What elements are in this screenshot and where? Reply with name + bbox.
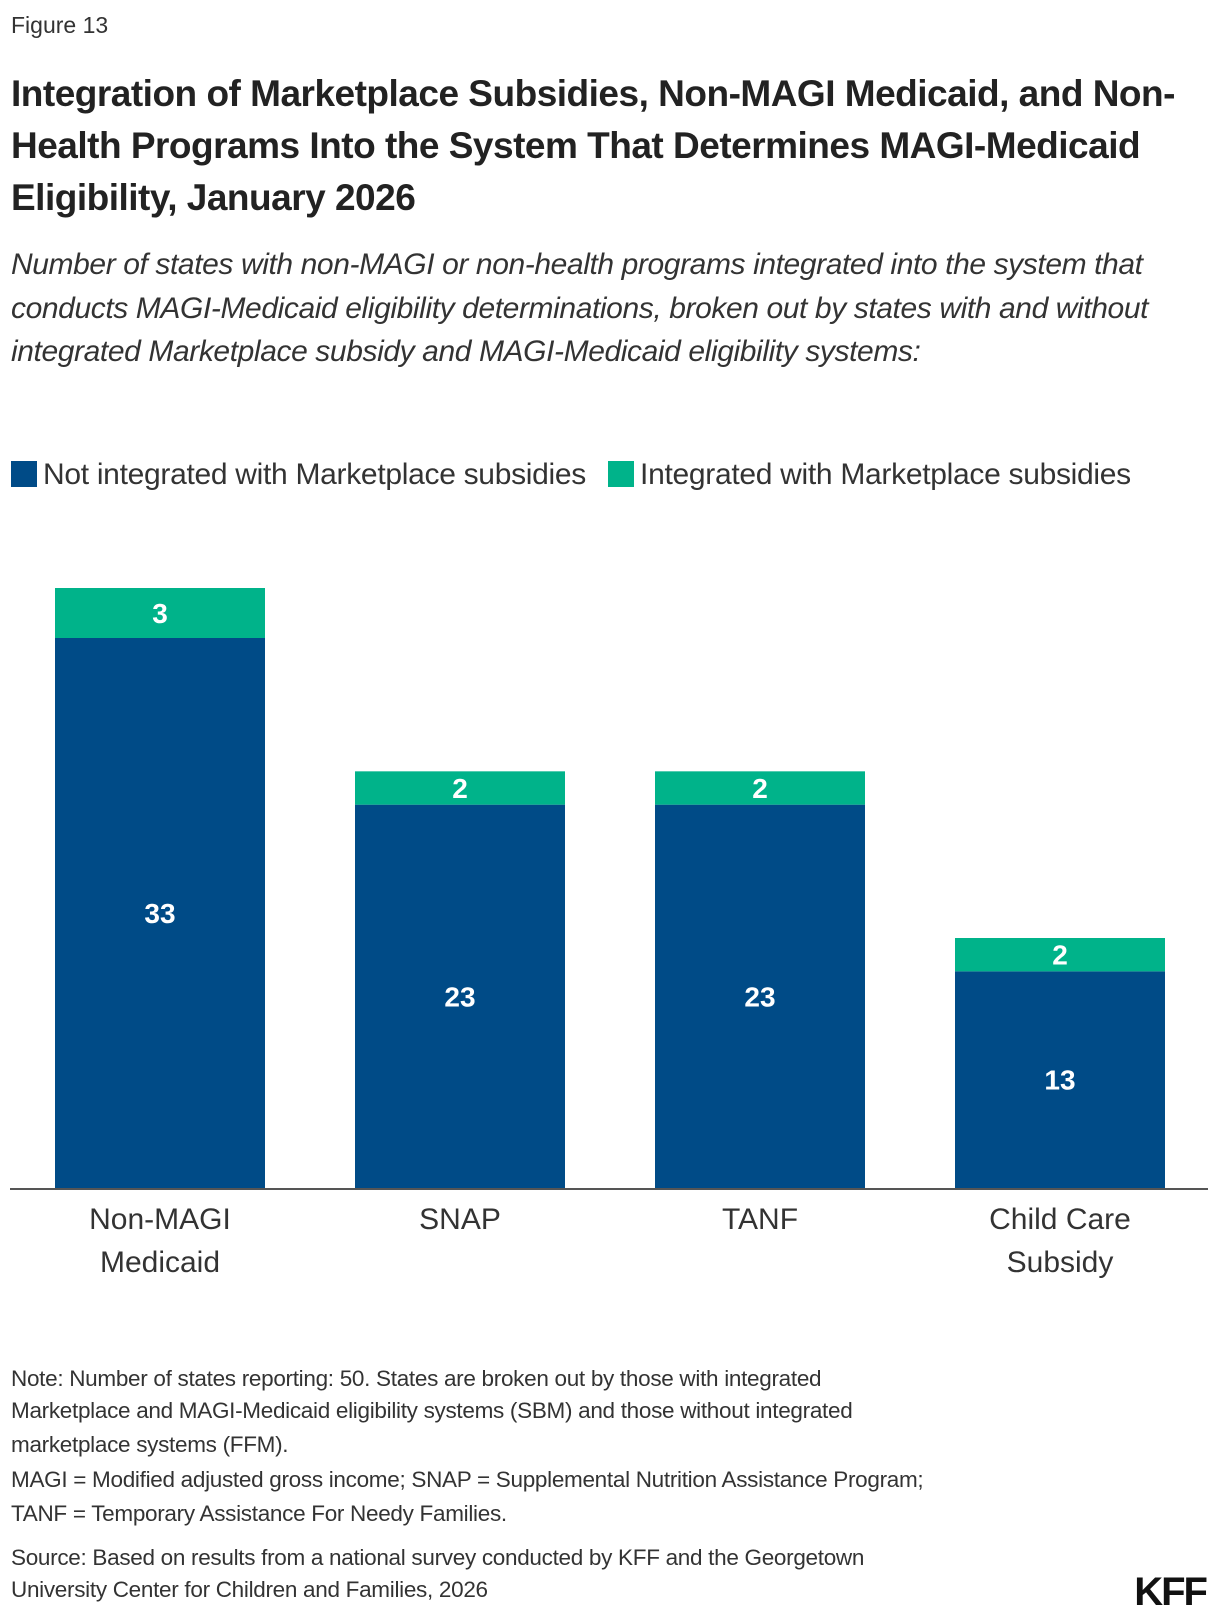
data-label: 13	[1044, 1065, 1075, 1096]
bar-integrated	[355, 771, 565, 805]
legend-item-integrated: Integrated with Marketplace subsidies	[608, 458, 1131, 491]
x-tick-label: Child Care Subsidy	[930, 1198, 1190, 1284]
source-line: University Center for Children and Famil…	[11, 1577, 488, 1602]
x-tick-label-line: Non-MAGI	[89, 1203, 231, 1236]
bar-integrated	[955, 938, 1165, 972]
data-label: 33	[144, 898, 175, 929]
x-tick-label-line: Subsidy	[1006, 1246, 1114, 1279]
x-tick-label: TANF	[630, 1198, 890, 1241]
x-tick-label-line: SNAP	[419, 1203, 501, 1236]
data-label: 3	[152, 598, 168, 629]
legend: Not integrated with Marketplace subsidie…	[11, 446, 1191, 504]
legend-swatch-integrated	[608, 461, 635, 487]
x-tick-label: SNAP	[330, 1198, 590, 1241]
note-line: marketplace systems (FFM).	[11, 1432, 289, 1457]
chart-subtitle: Number of states with non-MAGI or non-he…	[11, 248, 1149, 368]
note-line: Marketplace and MAGI-Medicaid eligibilit…	[11, 1398, 853, 1423]
data-label: 23	[444, 981, 475, 1012]
data-label: 2	[452, 773, 468, 804]
x-tick-label-line: Child Care	[989, 1203, 1131, 1236]
x-tick-label-line: Medicaid	[99, 1246, 221, 1279]
note-line: MAGI = Modified adjusted gross income; S…	[11, 1467, 924, 1492]
note-line: Note: Number of states reporting: 50. St…	[11, 1366, 822, 1391]
x-tick-label-line: TANF	[721, 1203, 799, 1236]
x-tick-label: Non-MAGI Medicaid	[30, 1198, 290, 1284]
note-line: TANF = Temporary Assistance For Needy Fa…	[11, 1501, 507, 1526]
chart-title: Integration of Marketplace Subsidies, No…	[11, 73, 1175, 218]
bar-integrated	[55, 588, 265, 638]
bar-integrated	[655, 771, 865, 805]
bar-not-integrated	[955, 971, 1165, 1188]
data-label: 23	[744, 981, 775, 1012]
source-line: Source: Based on results from a national…	[11, 1545, 865, 1570]
data-label: 2	[1052, 940, 1068, 971]
figure-label: Figure 13	[11, 12, 109, 38]
kff-logo: KFF	[1134, 1570, 1208, 1614]
legend-swatch-not-integrated	[11, 461, 37, 487]
bar-not-integrated	[55, 638, 265, 1188]
legend-label: Not integrated with Marketplace subsidie…	[43, 458, 586, 491]
bar-not-integrated	[655, 804, 865, 1188]
legend-item-not-integrated: Not integrated with Marketplace subsidie…	[11, 458, 586, 491]
legend-label: Integrated with Marketplace subsidies	[640, 458, 1131, 491]
data-label: 2	[752, 773, 768, 804]
bar-not-integrated	[355, 804, 565, 1188]
